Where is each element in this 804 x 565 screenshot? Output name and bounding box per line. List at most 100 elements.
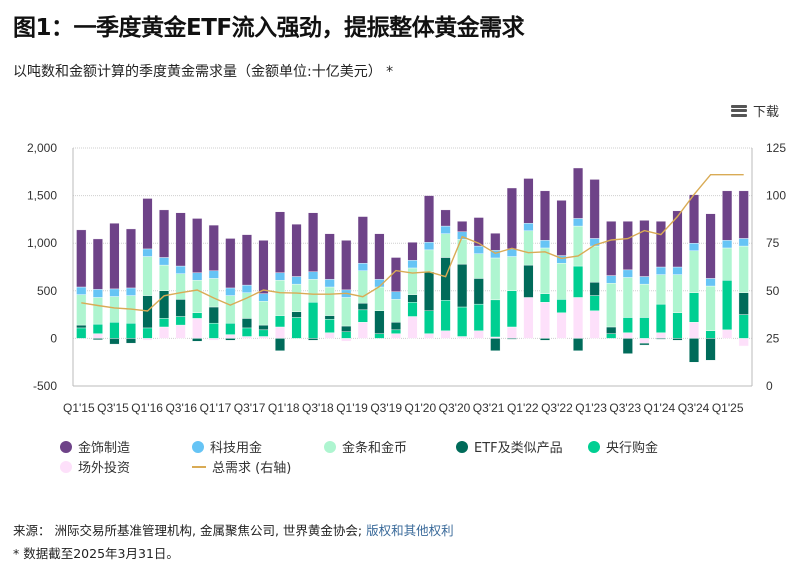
- copyright-link[interactable]: 版权和其他权利: [366, 523, 454, 538]
- bar-segment: [241, 336, 252, 339]
- bar-segment: [655, 274, 666, 305]
- bar-segment: [556, 299, 567, 313]
- bar-segment: [142, 256, 153, 296]
- bar-stack: [490, 233, 501, 351]
- legend-item-jewellery[interactable]: 金饰制造: [60, 437, 130, 456]
- bar-stack: [258, 240, 269, 339]
- bar-segment: [705, 330, 716, 339]
- bar-segment: [738, 238, 749, 247]
- bar-segment: [208, 224, 219, 272]
- legend-item-central-banks[interactable]: 央行购金: [588, 437, 658, 456]
- bar-segment: [208, 306, 219, 324]
- bar-segment: [738, 245, 749, 293]
- bar-segment: [440, 225, 451, 234]
- x-tick-label: Q1'25: [712, 401, 744, 415]
- bar-segment: [341, 338, 352, 342]
- bar-stack: [523, 178, 534, 339]
- bar-segment: [606, 326, 617, 334]
- bar-stack: [407, 242, 418, 339]
- bar-segment: [440, 233, 451, 258]
- bar-segment: [573, 167, 584, 219]
- bar-segment: [705, 213, 716, 279]
- bar-segment: [225, 334, 236, 339]
- bar-segment: [308, 271, 319, 280]
- bar-segment: [424, 333, 435, 339]
- bar-segment: [308, 302, 319, 339]
- bar-segment: [622, 221, 633, 271]
- total-demand-line-group: [81, 174, 744, 312]
- bar-segment: [341, 331, 352, 339]
- x-axis: Q1'15 Q3'15 Q1'16 Q3'16 Q1'17 Q3'17 Q1'18 Q3'18…: [63, 401, 744, 415]
- bar-segment: [539, 240, 550, 249]
- bar-segment: [208, 278, 219, 308]
- legend-dot-icon: [60, 440, 72, 453]
- legend-item-technology[interactable]: 科技用金: [192, 437, 262, 456]
- bar-segment: [275, 326, 286, 339]
- y2-tick-label: 75: [766, 236, 780, 250]
- bar-segment: [142, 338, 153, 341]
- bar-segment: [291, 283, 302, 312]
- bar-segment: [125, 322, 136, 339]
- bar-segment: [142, 248, 153, 257]
- bar-segment: [175, 212, 186, 267]
- x-tick-label: Q3'18: [302, 401, 334, 415]
- bar-segment: [523, 178, 534, 224]
- bar-segment: [175, 299, 186, 317]
- menu-icon: [731, 104, 747, 117]
- x-tick-label: Q1'16: [131, 401, 163, 415]
- bar-segment: [357, 309, 368, 323]
- x-tick-label: Q3'21: [473, 401, 505, 415]
- chart-subtitle: 以吨数和金额计算的季度黄金需求量（金额单位:十亿美元） *: [13, 64, 394, 80]
- bar-segment: [705, 278, 716, 287]
- bar-segment: [390, 333, 401, 339]
- download-label: 下载: [753, 105, 780, 120]
- bar-segment: [556, 200, 567, 256]
- bar-segment: [258, 240, 269, 294]
- bar-stack: [556, 200, 567, 339]
- bar-segment: [275, 272, 286, 281]
- legend-item-bars-coins[interactable]: 金条和金币: [324, 437, 407, 456]
- bar-stack: [390, 257, 401, 339]
- bar-segment: [722, 280, 733, 331]
- legend-item-etf[interactable]: ETF及类似产品: [456, 437, 563, 456]
- bar-stack: [125, 228, 136, 344]
- y2-tick-label: 0: [766, 379, 773, 393]
- bar-segment: [92, 238, 103, 290]
- bar-segment: [159, 318, 170, 328]
- bar-segment: [639, 317, 650, 339]
- bar-stack: [175, 212, 186, 339]
- x-tick-label: Q1'24: [644, 401, 676, 415]
- bar-segment: [539, 338, 550, 341]
- bar-segment: [225, 287, 236, 296]
- bar-segment: [109, 322, 120, 339]
- bar-segment: [390, 329, 401, 334]
- legend-item-otc[interactable]: 场外投资: [60, 457, 130, 476]
- bar-segment: [192, 318, 203, 339]
- bar-segment: [341, 325, 352, 332]
- bar-segment: [357, 216, 368, 264]
- bar-segment: [92, 297, 103, 325]
- bar-segment: [109, 296, 120, 323]
- bar-segment: [639, 220, 650, 277]
- x-tick-label: Q1'20: [405, 401, 437, 415]
- bar-segment: [241, 284, 252, 293]
- bar-segment: [374, 233, 385, 280]
- bar-segment: [275, 211, 286, 273]
- bar-segment: [473, 330, 484, 339]
- x-tick-label: Q3'17: [234, 401, 266, 415]
- bar-segment: [357, 262, 368, 272]
- bar-segment: [539, 247, 550, 294]
- y-tick-label: 0: [50, 331, 57, 345]
- bar-segment: [192, 338, 203, 342]
- bar-segment: [374, 286, 385, 311]
- bar-segment: [109, 223, 120, 290]
- bar-segment: [341, 240, 352, 291]
- download-button[interactable]: 下载: [731, 101, 779, 120]
- y-axis-left: 2,000 1,500 1,000 500 0 -500: [27, 141, 57, 393]
- bar-stack: [109, 223, 120, 345]
- legend-item-total-demand[interactable]: 总需求 (右轴): [192, 457, 291, 476]
- bar-stack: [705, 213, 716, 361]
- bar-segment: [722, 329, 733, 339]
- bar-stack: [738, 190, 749, 347]
- bar-stack: [159, 209, 170, 339]
